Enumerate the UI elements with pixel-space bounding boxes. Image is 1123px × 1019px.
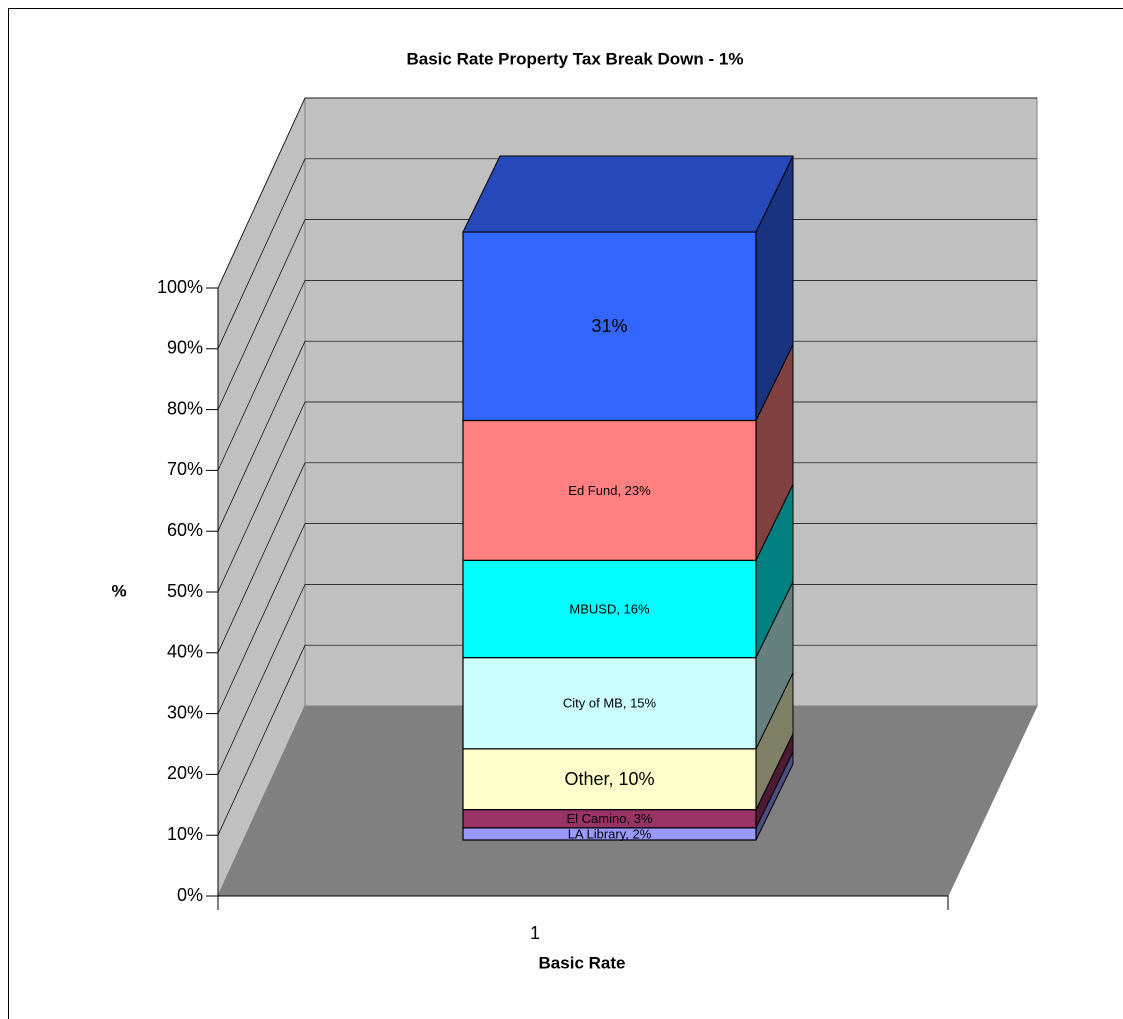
grid-line <box>217 401 306 593</box>
grid-line <box>217 341 306 532</box>
data-label: El Camino, 3% <box>567 811 653 826</box>
grid-line <box>217 219 306 410</box>
y-tick-label: 100% <box>157 277 203 297</box>
y-tick-label: 30% <box>167 702 203 722</box>
y-tick-label: 0% <box>177 885 203 905</box>
grid-line <box>217 462 306 653</box>
y-tick-label: 90% <box>167 338 203 358</box>
x-axis-label: Basic Rate <box>539 953 626 972</box>
grid-line <box>217 280 306 471</box>
data-label: City of MB, 15% <box>563 696 657 711</box>
bar-top <box>462 155 794 233</box>
data-label: LA Library, 2% <box>568 826 652 841</box>
y-tick-label: 40% <box>167 642 203 662</box>
y-tick-label: 70% <box>167 459 203 479</box>
bar <box>462 559 757 659</box>
chart-title: Basic Rate Property Tax Break Down - 1% <box>407 49 744 68</box>
bar <box>462 748 757 811</box>
data-label: MBUSD, 16% <box>569 601 650 616</box>
y-tick-label: 20% <box>167 763 203 783</box>
grid-line <box>217 645 306 836</box>
y-axis-label: % <box>111 581 126 600</box>
y-tick-label: 50% <box>167 581 203 601</box>
data-label: Other, 10% <box>564 769 654 789</box>
data-label: Ed Fund, 23% <box>568 483 651 498</box>
data-label: 31% <box>591 316 627 336</box>
y-tick-label: 80% <box>167 398 203 418</box>
y-tick-label: 60% <box>167 520 203 540</box>
bar <box>462 656 757 750</box>
bar <box>462 419 757 561</box>
bar <box>462 231 757 422</box>
grid-line <box>217 523 306 714</box>
grid-line <box>217 97 306 289</box>
y-tick-label: 10% <box>167 824 203 844</box>
grid-line <box>217 584 306 775</box>
x-tick-label: 1 <box>530 923 540 943</box>
grid-line <box>217 158 306 349</box>
